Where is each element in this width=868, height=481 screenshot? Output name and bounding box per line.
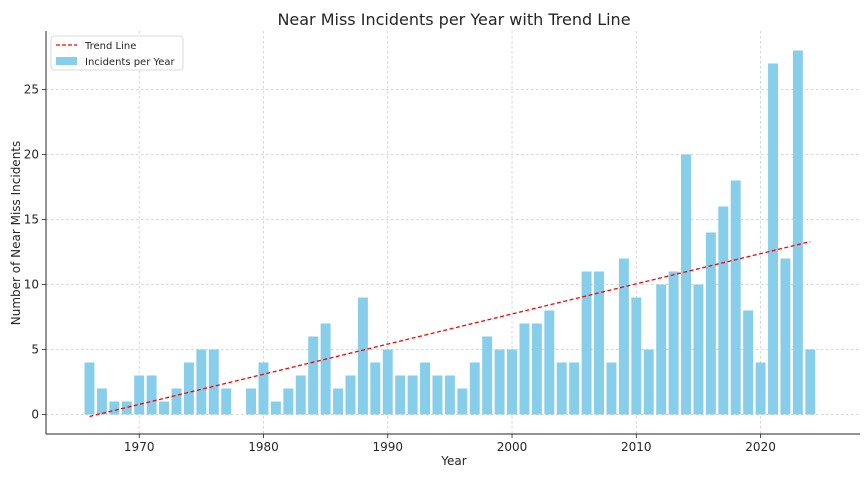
bar-2018 (730, 180, 741, 415)
bar-1983 (295, 375, 306, 415)
bar-1972 (159, 401, 170, 415)
trend-line (89, 240, 811, 418)
bar-2008 (606, 362, 617, 415)
bar-1991 (395, 375, 406, 415)
bar-2000 (507, 349, 518, 415)
bar-1984 (308, 336, 319, 415)
x-tick-label: 2000 (497, 440, 528, 454)
bar-2016 (705, 232, 716, 415)
legend-bar-swatch (56, 57, 77, 65)
bar-2015 (693, 284, 704, 415)
bar-1990 (382, 349, 393, 415)
bar-1998 (482, 336, 493, 415)
bar-1999 (494, 349, 505, 415)
bar-1977 (221, 388, 232, 415)
bar-2024 (805, 349, 816, 415)
bar-1988 (357, 297, 368, 415)
x-tick-label: 2010 (621, 440, 652, 454)
y-tick-label: 15 (24, 213, 39, 227)
y-tick-label: 10 (24, 278, 39, 292)
bar-2004 (556, 362, 567, 415)
bar-1974 (183, 362, 194, 415)
bar-1968 (109, 401, 120, 415)
trend-layer (89, 240, 811, 418)
bar-2023 (792, 50, 803, 415)
bar-1967 (96, 388, 107, 415)
bar-2007 (594, 271, 604, 415)
bar-1975 (196, 349, 207, 415)
bar-2012 (656, 284, 667, 415)
bar-1992 (407, 375, 418, 415)
bar-2021 (768, 63, 778, 415)
bar-1994 (432, 375, 443, 415)
x-tick-label: 1970 (124, 440, 155, 454)
bar-2020 (755, 362, 766, 415)
y-axis-label: Number of Near Miss Incidents (9, 141, 23, 326)
legend-trend-label: Trend Line (84, 41, 136, 52)
bar-2001 (519, 323, 530, 415)
bar-2019 (743, 310, 754, 415)
bar-1981 (270, 401, 281, 415)
bar-2010 (631, 297, 642, 415)
y-tick-label: 20 (24, 148, 39, 162)
x-tick-label: 2020 (745, 440, 776, 454)
bar-1986 (333, 388, 344, 415)
chart-title: Near Miss Incidents per Year with Trend … (277, 10, 630, 29)
bar-2009 (618, 258, 629, 415)
y-tick-label: 0 (31, 408, 39, 422)
bar-2017 (718, 206, 729, 415)
legend-bar-label: Incidents per Year (85, 57, 176, 68)
y-tick-label: 5 (31, 343, 39, 357)
bar-2002 (531, 323, 542, 415)
bar-1996 (457, 388, 468, 415)
bar-1966 (84, 362, 95, 415)
bar-1980 (258, 362, 269, 415)
x-tick-label: 1980 (248, 440, 279, 454)
x-axis-label: Year (440, 454, 466, 468)
bar-2013 (668, 271, 679, 415)
bar-1995 (444, 375, 455, 415)
x-tick-label: 1990 (372, 440, 403, 454)
bar-2005 (569, 362, 580, 415)
axes-layer (45, 31, 860, 435)
bar-1979 (246, 388, 257, 415)
legend-frame (50, 35, 184, 71)
bar-2006 (581, 271, 592, 415)
y-tick-label: 25 (24, 83, 39, 97)
bar-1970 (134, 375, 145, 415)
bars-layer (84, 50, 816, 415)
bar-1989 (370, 362, 381, 415)
bar-2011 (643, 349, 654, 415)
bar-1985 (320, 323, 331, 415)
bar-1982 (283, 388, 294, 415)
bar-1971 (146, 375, 157, 415)
bar-1993 (420, 362, 431, 415)
bar-1987 (345, 375, 356, 415)
bar-1976 (208, 349, 219, 415)
bar-1969 (121, 401, 132, 415)
bar-1973 (171, 388, 182, 415)
bar-2003 (544, 310, 555, 415)
bar-2014 (681, 154, 691, 415)
bar-1997 (469, 362, 480, 415)
bar-2022 (780, 258, 791, 415)
ticks-layer: 1970 1980 1990 2000 2010 2020 0 5 10 15 20 25 (24, 83, 776, 455)
legend: Trend Line Incidents per Year (50, 35, 184, 71)
